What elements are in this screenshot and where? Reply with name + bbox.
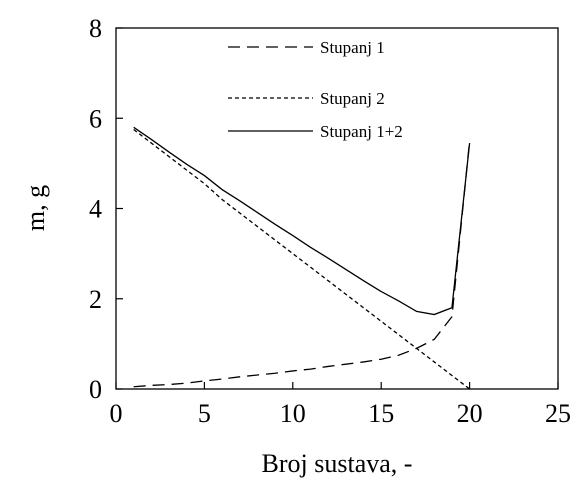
legend-label: Stupanj 1 bbox=[320, 38, 385, 57]
y-tick-label: 6 bbox=[89, 104, 102, 133]
x-tick-label: 5 bbox=[198, 399, 211, 428]
y-tick-label: 2 bbox=[89, 285, 102, 314]
series-line-2 bbox=[133, 129, 470, 390]
legend: Stupanj 1 Stupanj 2 Stupanj 1+2 bbox=[228, 38, 403, 141]
y-tick-label: 8 bbox=[89, 14, 102, 43]
y-axis-ticks: 0 2 4 6 8 bbox=[89, 14, 123, 404]
series-line-3 bbox=[133, 126, 471, 316]
x-tick-label: 20 bbox=[457, 399, 483, 428]
x-axis-ticks: 0 5 10 15 20 25 bbox=[110, 382, 571, 428]
x-tick-label: 10 bbox=[280, 399, 306, 428]
x-tick-label: 25 bbox=[545, 399, 571, 428]
x-axis-title: Broj sustava, - bbox=[262, 449, 413, 478]
y-tick-label: 4 bbox=[89, 195, 102, 224]
y-axis-title: m, g bbox=[21, 185, 50, 231]
plot-frame bbox=[115, 27, 559, 390]
y-tick-label: 0 bbox=[89, 375, 102, 404]
legend-label: Stupanj 2 bbox=[320, 89, 385, 108]
legend-label: Stupanj 1+2 bbox=[320, 122, 403, 141]
x-tick-label: 0 bbox=[110, 399, 123, 428]
series-layer bbox=[133, 126, 471, 390]
x-tick-label: 15 bbox=[368, 399, 394, 428]
